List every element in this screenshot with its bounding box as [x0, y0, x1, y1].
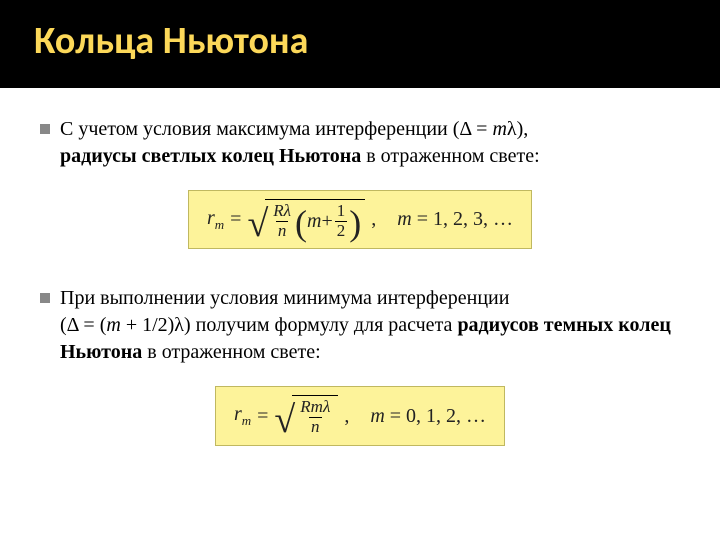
f1-lhs-sub: m: [215, 217, 224, 232]
f1-num: Rλ: [273, 201, 291, 220]
f2-den: n: [311, 417, 320, 436]
p2-l2-mid: + 1/2)λ) получим формулу для расчета: [121, 314, 458, 336]
f2-lhs-sub: m: [242, 413, 251, 428]
f1-half-num: 1: [335, 202, 348, 221]
p1-bold: радиусы светлых колец Ньютона: [60, 145, 361, 167]
f1-den: n: [278, 221, 287, 240]
formula-2-wrap: rm = √ Rmλ n , m = 0, 1, 2, …: [40, 386, 680, 445]
p2-tail: в отраженном свете:: [142, 341, 320, 363]
slide-content: С учетом условия максимума интерференции…: [0, 88, 720, 446]
f1-half-den: 2: [335, 221, 348, 241]
f2-mvalues: = 0, 1, 2, …: [385, 405, 486, 427]
f2-num: Rmλ: [300, 397, 330, 416]
sqrt-icon: √ Rλ n ( m + 1 2: [247, 199, 365, 240]
f1-m: m: [307, 210, 321, 233]
title-bar: Кольца Ньютона: [0, 0, 720, 88]
sqrt-icon: √ Rmλ n: [274, 395, 338, 436]
f2-mlabel: m: [370, 405, 384, 427]
p2-l2-pre: (Δ = (: [60, 314, 106, 336]
f1-lhs-var: r: [207, 207, 215, 229]
f1-mvalues: = 1, 2, 3, …: [412, 208, 513, 230]
paragraph-1: С учетом условия максимума интерференции…: [60, 116, 540, 170]
bullet-icon: [40, 124, 50, 134]
lparen-icon: (: [295, 207, 307, 239]
slide-title: Кольца Ньютона: [34, 18, 720, 64]
f1-plus: +: [322, 210, 333, 233]
equals-sign: =: [230, 208, 241, 231]
bullet-icon: [40, 293, 50, 303]
f2-frac: Rmλ n: [298, 398, 332, 436]
p2-pre: При выполнении условия минимума интерфер…: [60, 287, 509, 309]
p1-post: λ),: [507, 118, 528, 140]
bullet-item-1: С учетом условия максимума интерференции…: [40, 116, 680, 170]
p1-tail: в отраженном свете:: [361, 145, 539, 167]
f1-frac: Rλ n: [271, 202, 293, 240]
paragraph-2: При выполнении условия минимума интерфер…: [60, 285, 680, 366]
comma-sep: ,: [344, 405, 364, 428]
f2-lhs-var: r: [234, 403, 242, 425]
p2-var-m: m: [106, 314, 120, 336]
formula-2: rm = √ Rmλ n , m = 0, 1, 2, …: [215, 386, 505, 445]
f1-half: 1 2: [335, 202, 348, 240]
formula-1-wrap: rm = √ Rλ n ( m + 1: [40, 190, 680, 249]
p1-pre: С учетом условия максимума интерференции…: [60, 118, 492, 140]
comma-sep: ,: [371, 208, 391, 231]
rparen-icon: ): [349, 207, 361, 239]
p1-var-m: m: [492, 118, 506, 140]
formula-1: rm = √ Rλ n ( m + 1: [188, 190, 532, 249]
equals-sign: =: [257, 405, 268, 428]
f1-mlabel: m: [397, 208, 411, 230]
bullet-item-2: При выполнении условия минимума интерфер…: [40, 285, 680, 366]
